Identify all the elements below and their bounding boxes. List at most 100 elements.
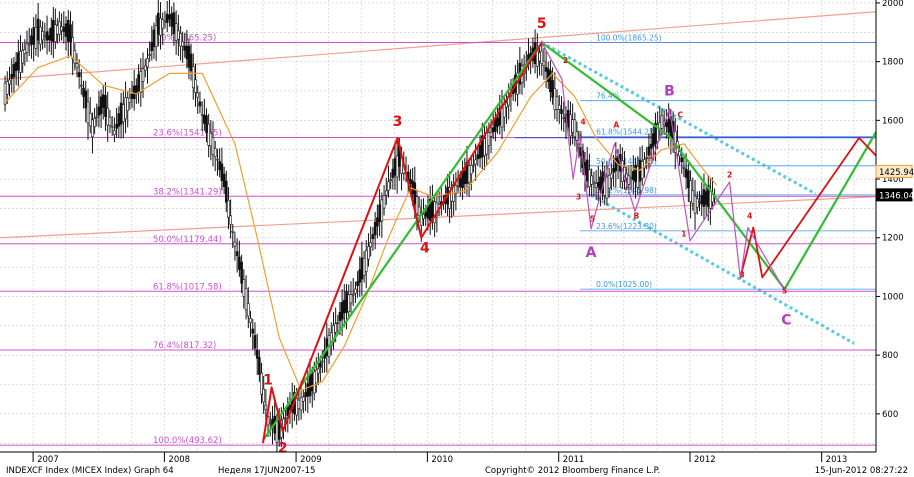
wave-label: 4 (420, 240, 430, 256)
candle-body (177, 30, 180, 40)
candle-body (198, 101, 202, 107)
candle-body (345, 291, 348, 313)
candle-body (415, 196, 419, 214)
candle-body (3, 82, 7, 105)
candle-body (393, 158, 397, 176)
candle-body (332, 325, 335, 343)
fib2-level-label: 38.2%(1345.98) (596, 186, 657, 195)
trend-lines (0, 11, 877, 345)
candle-body (555, 96, 559, 110)
candle-body (209, 132, 213, 147)
candle-body (360, 257, 364, 280)
candle-body (378, 204, 381, 223)
candle-body (347, 294, 351, 313)
wave-label: 4 (581, 118, 586, 127)
candle-body (338, 311, 342, 322)
y-tick-label: 600 (882, 410, 898, 420)
candle-body (553, 88, 557, 110)
candle-body (487, 132, 491, 146)
moving-average-series (4, 55, 718, 392)
wave-label: 2 (727, 171, 732, 180)
y-tick-label: 800 (882, 351, 898, 361)
x-tick-label: 2011 (563, 455, 585, 465)
wave-label: B (664, 83, 675, 99)
candle-body (73, 50, 77, 64)
candle-body (86, 101, 90, 124)
candle-body (251, 328, 255, 334)
fib-level-label: 23.6%(1541.55) (153, 128, 222, 138)
candle-body (569, 114, 572, 137)
candle-body (306, 383, 310, 397)
candle-body (43, 35, 47, 38)
candle-body (181, 41, 184, 47)
candle-body (647, 146, 651, 156)
candle-body (216, 158, 219, 161)
wave-label: 1 (263, 372, 273, 388)
candle-body (610, 173, 613, 179)
candle-body (625, 173, 628, 179)
candle-body (150, 41, 154, 52)
candle-body (196, 92, 200, 98)
candle-body (141, 68, 145, 82)
candle-body (562, 117, 566, 119)
candle-body (594, 183, 598, 188)
candle-body (148, 54, 151, 56)
candle-body (310, 373, 314, 392)
candle-body (5, 81, 9, 95)
candle-body (260, 372, 263, 395)
candle-body (183, 45, 187, 51)
candle-body (205, 115, 208, 133)
candle-body (122, 104, 125, 122)
candle-body (585, 159, 589, 182)
candle-body (146, 58, 149, 68)
candle-body (207, 123, 210, 146)
candle-body (30, 35, 33, 45)
candle-body (110, 125, 114, 128)
candle-body (371, 234, 375, 240)
candle-body (351, 293, 355, 296)
price-tag-label: 1425.94 (879, 168, 914, 178)
wave-count-lines (262, 41, 877, 444)
wave-label: C (678, 110, 684, 119)
candle-body (549, 70, 552, 93)
candle-body (665, 122, 668, 127)
candle-body (227, 199, 230, 218)
footer-left: INDEXCF Index (MICEX Index) Graph 64 (6, 466, 174, 476)
candle-body (247, 303, 250, 317)
wave-label: B (634, 212, 640, 221)
candle-body (224, 180, 228, 203)
candle-body (551, 80, 554, 98)
candle-body (25, 43, 29, 53)
candle-body (317, 368, 320, 374)
wave-line-red-projection (739, 136, 877, 279)
candle-body (117, 113, 121, 127)
candle-body (297, 399, 301, 409)
y-axis: 600 800 1000 1200 1400 1600 1800 2000 (875, 0, 904, 452)
candle-body (695, 198, 699, 208)
candle-body (356, 281, 359, 286)
candle-body (391, 168, 395, 178)
candle-body (312, 371, 316, 394)
candle-body (342, 299, 346, 314)
candle-body (82, 87, 85, 97)
candle-body (88, 112, 92, 127)
price-tag-box (875, 164, 913, 178)
candle-body (700, 195, 704, 205)
wave-line-green-2 (668, 131, 877, 291)
candle-body (172, 12, 176, 35)
candle-body (152, 29, 156, 48)
candle-body (211, 137, 215, 155)
candle-body (612, 167, 615, 173)
wave-label: 1 (681, 229, 686, 238)
candle-body (41, 31, 44, 41)
candle-body (634, 164, 637, 183)
candle-body (54, 24, 57, 42)
candle-body (560, 109, 563, 115)
candle-body (69, 24, 72, 42)
candle-body (691, 190, 695, 204)
x-tick-label: 2007 (37, 455, 59, 465)
candle-body (238, 256, 241, 270)
candle-body (571, 119, 574, 133)
candle-body (242, 279, 246, 297)
candle-body (422, 214, 425, 219)
